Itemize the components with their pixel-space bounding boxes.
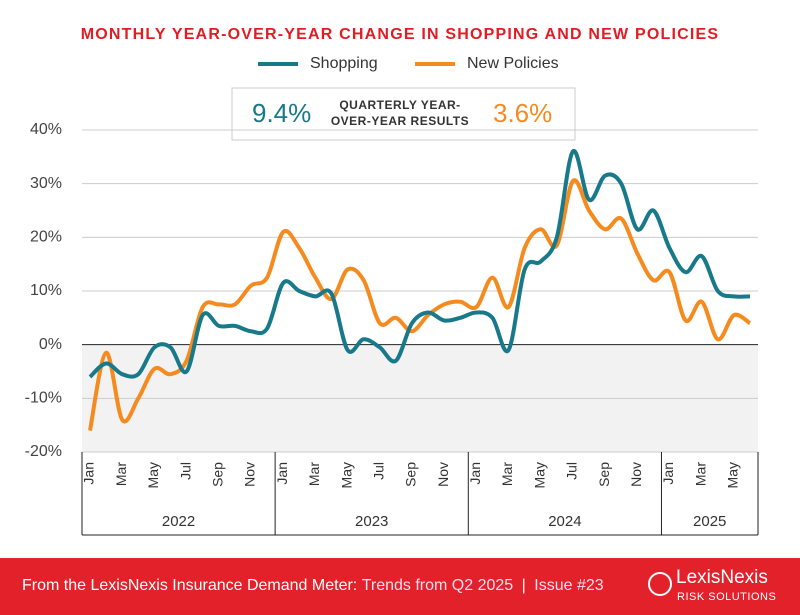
x-tick-label: Jan: [467, 462, 483, 485]
series-line: [88, 149, 751, 379]
series-line: [88, 178, 752, 431]
y-tick-label: 40%: [30, 121, 62, 138]
callout-box: [231, 87, 576, 141]
x-tick-label: Mar: [306, 462, 322, 486]
callout-shopping: 9.4%: [252, 98, 311, 128]
y-tick-label: 10%: [30, 282, 62, 299]
legend-label: Shopping: [310, 55, 378, 72]
y-tick-label: 30%: [30, 175, 62, 192]
brand: LexisNexis: [676, 567, 768, 588]
footer-source: From the LexisNexis Insurance Demand Met…: [22, 577, 357, 594]
logo-icon: [648, 572, 672, 596]
callout-label: QUARTERLY YEAR-: [339, 98, 460, 112]
brand-sub: RISK SOLUTIONS: [677, 591, 776, 603]
chart-title: MONTHLY YEAR-OVER-YEAR CHANGE IN SHOPPIN…: [81, 26, 720, 43]
x-tick-label: Mar: [692, 462, 708, 486]
footer-report: Trends from Q2 2025: [362, 577, 514, 594]
year-label: 2024: [548, 513, 581, 530]
x-tick-label: May: [725, 462, 741, 488]
callout-new-policies: 3.6%: [493, 98, 552, 128]
x-tick-label: Jan: [81, 462, 97, 485]
year-label: 2025: [693, 513, 726, 530]
callout-label: OVER-YEAR RESULTS: [331, 114, 469, 128]
x-tick-label: Mar: [499, 462, 515, 486]
footer-issue: Issue #23: [534, 577, 603, 594]
y-tick-label: -10%: [25, 390, 62, 407]
y-tick-label: 20%: [30, 229, 62, 246]
year-label: 2022: [162, 513, 195, 530]
x-tick-label: Nov: [435, 462, 451, 487]
x-tick-label: Sep: [596, 462, 612, 487]
x-tick-label: Jan: [660, 462, 676, 485]
x-tick-label: Sep: [209, 462, 225, 487]
x-tick-label: Nov: [242, 462, 258, 487]
y-tick-label: 0%: [39, 336, 62, 353]
x-tick-label: May: [531, 462, 547, 488]
year-label: 2023: [355, 513, 388, 530]
x-tick-label: Mar: [113, 462, 129, 486]
footer-text: From the LexisNexis Insurance Demand Met…: [22, 577, 604, 594]
x-tick-label: Jul: [177, 462, 193, 480]
x-tick-label: Jan: [274, 462, 290, 485]
y-tick-label: -20%: [25, 443, 62, 460]
footer-separator: |: [522, 577, 526, 594]
legend-label: New Policies: [467, 55, 559, 72]
x-tick-label: Jul: [564, 462, 580, 480]
x-tick-label: May: [338, 462, 354, 488]
x-tick-label: Jul: [370, 462, 386, 480]
x-tick-label: May: [145, 462, 161, 488]
x-tick-label: Sep: [403, 462, 419, 487]
footer-band: [0, 558, 800, 615]
x-tick-label: Nov: [628, 462, 644, 487]
